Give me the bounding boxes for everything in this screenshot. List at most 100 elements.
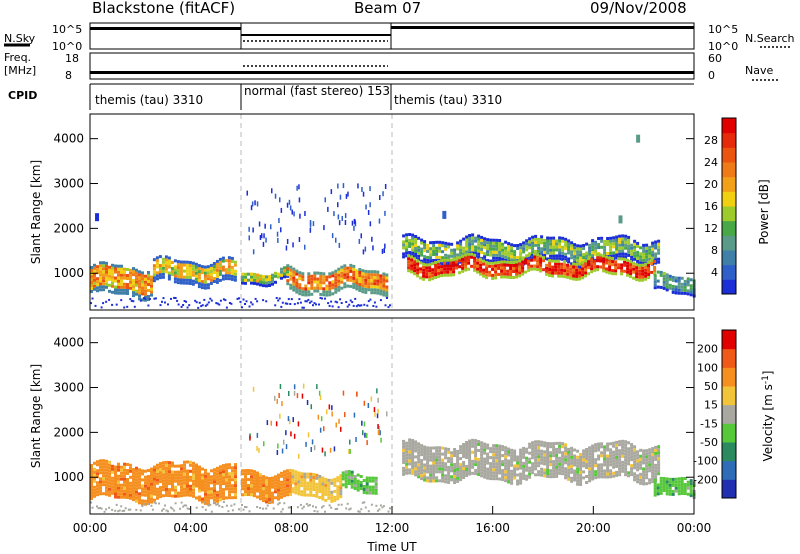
echo-cell bbox=[96, 268, 99, 272]
echo-cell bbox=[582, 253, 586, 256]
echo-cell bbox=[198, 489, 201, 493]
echo-cell bbox=[519, 466, 523, 470]
echo-cell bbox=[90, 275, 93, 278]
echo-cell bbox=[435, 446, 439, 450]
echo-cell bbox=[141, 478, 144, 482]
echo-cell bbox=[486, 247, 490, 251]
echo-cell bbox=[480, 450, 484, 454]
echo-cell bbox=[507, 465, 511, 469]
echo-cell bbox=[171, 488, 174, 492]
echo-cell bbox=[170, 267, 174, 270]
echo-cell bbox=[539, 263, 543, 267]
echo-cell bbox=[162, 461, 165, 465]
echo-cell bbox=[114, 285, 117, 289]
echo-cell bbox=[191, 273, 195, 277]
x-tick-label: 08:00 bbox=[274, 521, 309, 535]
echo-cell bbox=[567, 450, 571, 454]
echo-cell bbox=[271, 497, 274, 501]
echo-cell bbox=[152, 270, 156, 274]
echo-cell bbox=[570, 467, 574, 471]
echo-cell bbox=[510, 246, 514, 250]
echo-cell bbox=[459, 478, 463, 482]
cpid-segment-2: normal (fast stereo) 153 bbox=[244, 84, 390, 98]
echo-cell bbox=[325, 284, 329, 288]
echo-cell bbox=[126, 274, 129, 277]
echo-cell bbox=[408, 453, 412, 457]
echo-cell bbox=[283, 482, 286, 486]
echo-cell bbox=[253, 485, 256, 489]
echo-cell bbox=[636, 259, 640, 263]
echo-cell bbox=[668, 486, 672, 490]
echo-cell bbox=[582, 244, 586, 247]
echo-cell bbox=[546, 451, 550, 454]
nsky-trace-3 bbox=[391, 26, 694, 29]
echo-cell bbox=[540, 458, 544, 462]
echo-cell bbox=[117, 273, 120, 277]
echo-cell bbox=[635, 275, 639, 279]
echo-cell bbox=[141, 472, 144, 476]
echo-cell bbox=[420, 450, 424, 454]
echo-cell bbox=[200, 280, 204, 284]
echo-cell bbox=[585, 460, 589, 463]
echo-cell bbox=[225, 469, 228, 473]
sparse-echo bbox=[252, 249, 255, 255]
echo-cell bbox=[462, 464, 466, 467]
sparse-echo bbox=[362, 249, 365, 255]
sparse-echo bbox=[372, 245, 374, 251]
echo-cell bbox=[411, 469, 415, 472]
echo-cell bbox=[120, 267, 123, 271]
echo-cell bbox=[633, 242, 637, 246]
echo-cell bbox=[298, 274, 302, 278]
ground-scatter-cell bbox=[275, 297, 278, 299]
echo-cell bbox=[138, 471, 141, 475]
echo-cell bbox=[473, 262, 477, 266]
echo-cell bbox=[333, 483, 337, 487]
echo-cell bbox=[576, 476, 580, 480]
echo-cell bbox=[352, 285, 356, 289]
echo-cell bbox=[645, 455, 649, 459]
echo-cell bbox=[593, 268, 597, 272]
echo-cell bbox=[286, 469, 289, 473]
echo-cell bbox=[343, 273, 347, 277]
echo-cell bbox=[129, 463, 132, 467]
echo-cell bbox=[642, 467, 646, 471]
sparse-echo bbox=[305, 441, 307, 447]
echo-cell bbox=[117, 282, 120, 286]
echo-cell bbox=[633, 448, 637, 452]
echo-cell bbox=[171, 464, 174, 468]
echo-cell bbox=[153, 477, 156, 481]
echo-cell bbox=[350, 479, 354, 483]
echo-cell bbox=[108, 478, 111, 482]
echo-cell bbox=[513, 244, 517, 248]
echo-cell bbox=[630, 243, 634, 247]
echo-cell bbox=[582, 452, 586, 456]
echo-cell bbox=[244, 469, 247, 473]
echo-cell bbox=[615, 440, 619, 444]
echo-cell bbox=[476, 270, 480, 274]
echo-cell bbox=[355, 269, 359, 273]
echo-cell bbox=[677, 291, 681, 295]
echo-cell bbox=[213, 480, 216, 484]
echo-cell bbox=[450, 475, 454, 479]
echo-cell bbox=[161, 257, 165, 261]
echo-cell bbox=[486, 467, 490, 471]
echo-cell bbox=[385, 285, 389, 289]
echo-cell bbox=[612, 444, 616, 448]
echo-cell bbox=[322, 293, 326, 297]
echo-cell bbox=[165, 487, 168, 491]
echo-cell bbox=[537, 458, 541, 462]
echo-cell bbox=[173, 277, 177, 281]
sparse-echo bbox=[386, 411, 388, 417]
sparse-echo bbox=[293, 211, 295, 217]
echo-cell bbox=[105, 489, 108, 493]
echo-cell bbox=[489, 447, 493, 451]
echo-cell bbox=[507, 453, 511, 457]
echo-cell bbox=[265, 476, 268, 480]
echo-cell bbox=[426, 446, 430, 450]
echo-cell bbox=[479, 272, 483, 276]
echo-cell bbox=[594, 464, 598, 468]
echo-cell bbox=[179, 269, 183, 273]
echo-cell bbox=[677, 477, 681, 481]
echo-cell bbox=[171, 479, 174, 483]
echo-cell bbox=[262, 281, 265, 285]
